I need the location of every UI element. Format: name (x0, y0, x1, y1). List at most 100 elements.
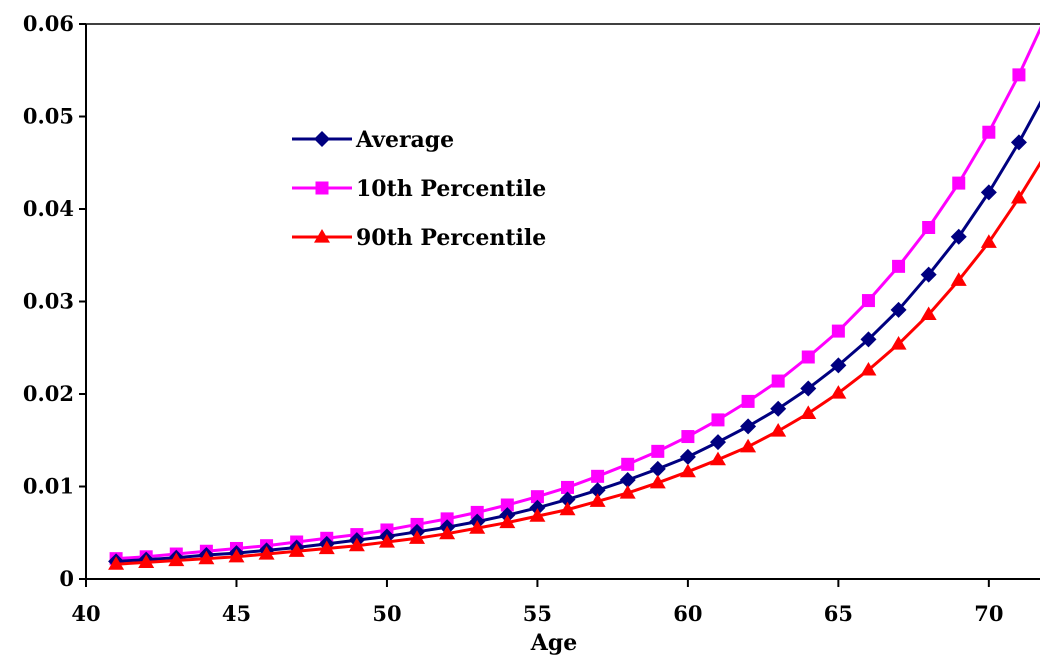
data-point (679, 448, 696, 465)
data-point (589, 493, 606, 507)
data-point (228, 548, 245, 563)
data-point (561, 480, 575, 494)
data-point (469, 520, 486, 534)
legend-label: 90th Percentile (356, 225, 546, 251)
data-point (559, 491, 576, 508)
series-10th-percentile (109, 25, 1040, 566)
data-point (314, 131, 330, 147)
x-tick-label: 55 (523, 601, 552, 626)
data-point (378, 534, 395, 548)
legend-label: Average (355, 127, 454, 153)
data-point (800, 380, 817, 397)
data-point (980, 184, 997, 201)
data-point (348, 537, 365, 552)
data-point (315, 181, 329, 195)
data-point (168, 552, 185, 567)
data-point (920, 306, 937, 321)
y-tick-label: 0.03 (23, 289, 74, 314)
legend-item-average: Average (292, 127, 454, 153)
data-point (529, 508, 546, 522)
data-point (619, 484, 636, 499)
x-tick-label: 70 (974, 601, 1003, 626)
data-point (922, 221, 936, 234)
series-line-90th-percentile (116, 160, 1040, 566)
data-point (198, 550, 215, 565)
data-point (709, 434, 726, 451)
data-point (314, 229, 330, 243)
data-point (621, 457, 635, 471)
data-point (470, 505, 484, 519)
legend-item-90th-percentile: 90th Percentile (292, 225, 546, 251)
data-point (591, 469, 605, 483)
series-average (108, 100, 1040, 570)
x-axis-title: Age (530, 630, 577, 656)
legend-label: 10th Percentile (356, 176, 546, 202)
data-point (740, 438, 757, 453)
data-point (530, 490, 544, 504)
y-tick-label: 0.04 (23, 196, 74, 221)
x-tick-label: 65 (824, 601, 853, 626)
data-point (559, 501, 576, 516)
data-point (318, 540, 335, 555)
series-layer (108, 25, 1040, 570)
data-point (950, 272, 967, 286)
data-point (890, 336, 907, 350)
data-point (860, 331, 877, 348)
data-point (1010, 134, 1027, 151)
data-point (831, 324, 845, 338)
data-point (440, 512, 454, 526)
y-tick-label: 0.01 (23, 474, 74, 499)
data-point (711, 413, 725, 427)
data-point (681, 430, 695, 444)
data-point (861, 294, 875, 308)
data-point (138, 554, 155, 568)
data-point (409, 530, 426, 544)
data-point (529, 499, 546, 516)
x-tick-label: 50 (372, 601, 401, 626)
data-point (649, 474, 666, 489)
data-point (920, 266, 937, 283)
data-point (1012, 68, 1026, 82)
x-tick-label: 45 (222, 601, 251, 626)
data-point (709, 451, 726, 466)
data-point (770, 400, 787, 417)
data-point (860, 361, 877, 376)
series-90th-percentile (108, 160, 1040, 570)
data-point (108, 556, 125, 570)
y-tick-label: 0.02 (23, 381, 74, 406)
y-tick-label: 0.05 (23, 104, 74, 129)
data-point (500, 498, 514, 512)
series-line-average (116, 100, 1040, 563)
data-point (679, 463, 696, 478)
data-point (950, 228, 967, 245)
data-point (830, 357, 847, 374)
data-point (439, 525, 456, 540)
data-point (771, 374, 785, 388)
x-tick-label: 60 (673, 601, 702, 626)
data-point (499, 514, 516, 529)
x-tick-label: 40 (71, 601, 100, 626)
data-point (830, 385, 847, 399)
data-point (980, 234, 997, 248)
data-point (619, 472, 636, 489)
data-point (890, 301, 907, 318)
data-point (800, 405, 817, 420)
data-point (651, 444, 665, 458)
data-point (649, 460, 666, 477)
legend-item-10th-percentile: 10th Percentile (292, 176, 546, 202)
data-point (801, 350, 815, 364)
data-point (892, 259, 906, 273)
y-tick-label: 0 (59, 566, 74, 591)
data-point (982, 125, 996, 139)
data-point (589, 482, 606, 499)
data-point (741, 394, 755, 408)
data-point (770, 423, 787, 437)
y-tick-label: 0.06 (23, 11, 74, 36)
data-point (952, 176, 966, 190)
legend: Average 10th Percentile 90th Percentile (292, 127, 546, 251)
series-line-10th-percentile (116, 25, 1040, 561)
data-point (740, 418, 757, 435)
data-point (258, 546, 275, 560)
data-point (1010, 189, 1027, 204)
